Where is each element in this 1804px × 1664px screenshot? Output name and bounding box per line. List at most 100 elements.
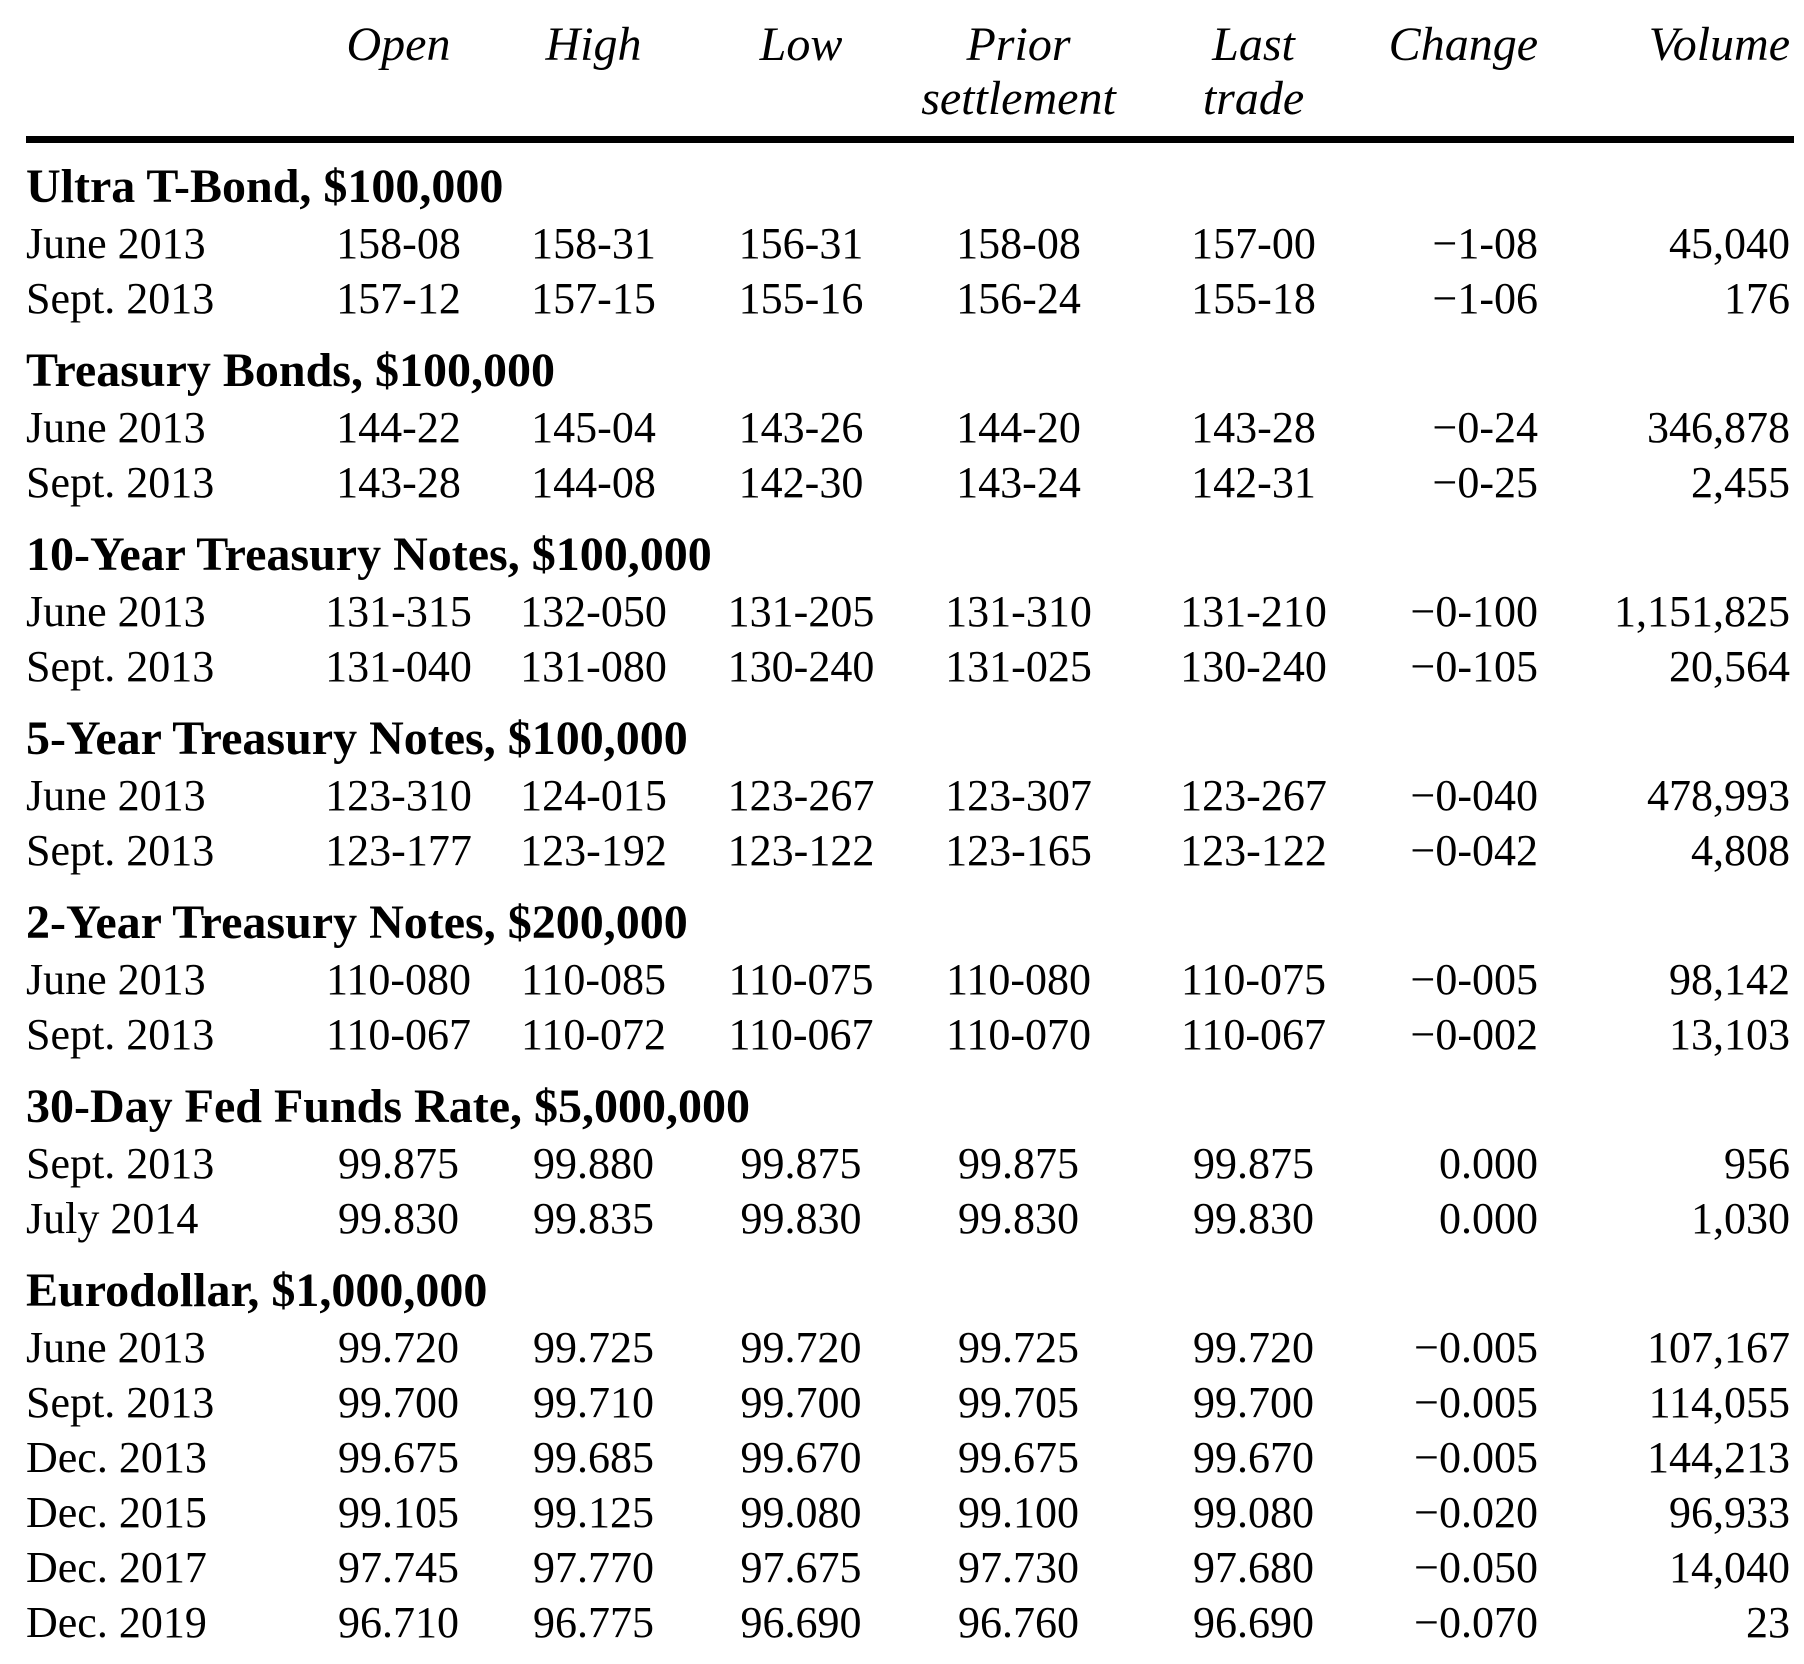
cell-prior-settlement: 110-070 <box>945 1010 1092 1059</box>
cell-change: −0.005 <box>1414 1378 1538 1427</box>
col-header-high: High <box>491 0 696 143</box>
cell-low: 130-240 <box>727 642 875 691</box>
cell-low: 99.720 <box>740 1323 862 1372</box>
cell-open: 131-040 <box>325 642 472 691</box>
cell-last-trade: 99.720 <box>1193 1323 1314 1372</box>
cell-volume: 956 <box>1724 1139 1790 1188</box>
col-header-low: Low <box>696 0 906 143</box>
cell-change: −0-100 <box>1410 587 1538 636</box>
section-title: 5-Year Treasury Notes, $100,000 <box>26 712 688 765</box>
cell-volume: 144,213 <box>1647 1433 1790 1482</box>
cell-open: 110-080 <box>325 955 472 1004</box>
cell-prior-settlement: 123-165 <box>945 826 1092 875</box>
cell-change: 0.000 <box>1439 1139 1538 1188</box>
cell-low: 123-267 <box>727 771 875 820</box>
cell-low: 131-205 <box>727 587 875 636</box>
section-header-row: 5-Year Treasury Notes, $100,000 <box>26 695 1794 769</box>
cell-open: 123-177 <box>325 826 472 875</box>
cell-prior-settlement: 99.875 <box>958 1139 1079 1188</box>
table-body: Ultra T-Bond, $100,000 June 2013 158-08 158… <box>26 140 1794 1652</box>
cell-volume: 1,030 <box>1691 1194 1790 1243</box>
cell-high: 99.835 <box>533 1194 654 1243</box>
cell-low: 143-26 <box>738 403 864 452</box>
cell-high: 132-050 <box>520 587 667 636</box>
cell-high: 123-192 <box>520 826 667 875</box>
cell-open: 143-28 <box>336 458 461 507</box>
quote-row: Sept. 2013 110-067 110-072 110-067 110-070 11… <box>26 1008 1794 1063</box>
cell-volume: 96,933 <box>1669 1488 1790 1537</box>
section-title: 2-Year Treasury Notes, $200,000 <box>26 896 688 949</box>
cell-change: −0.020 <box>1414 1488 1538 1537</box>
section-title: Ultra T-Bond, $100,000 <box>26 160 504 213</box>
cell-last-trade: 142-31 <box>1191 458 1316 507</box>
cell-volume: 478,993 <box>1647 771 1790 820</box>
cell-low: 110-075 <box>728 955 874 1004</box>
quote-row: June 2013 110-080 110-085 110-075 110-080 110… <box>26 953 1794 1008</box>
cell-contract-month: June 2013 <box>26 403 206 452</box>
quote-row: Dec. 2019 96.710 96.775 96.690 96.760 96.690 −… <box>26 1596 1794 1651</box>
cell-last-trade: 99.875 <box>1193 1139 1314 1188</box>
section-header-row: Eurodollar, $1,000,000 <box>26 1247 1794 1321</box>
cell-prior-settlement: 99.675 <box>958 1433 1079 1482</box>
cell-high: 131-080 <box>520 642 667 691</box>
cell-low: 97.675 <box>740 1543 862 1592</box>
cell-prior-settlement: 131-310 <box>945 587 1092 636</box>
cell-contract-month: June 2013 <box>26 1323 206 1372</box>
cell-last-trade: 99.700 <box>1193 1378 1314 1427</box>
quote-row: Sept. 2013 99.700 99.710 99.700 99.705 99.700… <box>26 1376 1794 1431</box>
cell-prior-settlement: 123-307 <box>945 771 1092 820</box>
cell-last-trade: 123-122 <box>1180 826 1327 875</box>
cell-high: 124-015 <box>520 771 667 820</box>
cell-prior-settlement: 99.705 <box>958 1378 1079 1427</box>
cell-open: 144-22 <box>336 403 461 452</box>
quote-row: June 2013 123-310 124-015 123-267 123-307 123… <box>26 769 1794 824</box>
cell-contract-month: Dec. 2015 <box>26 1488 207 1537</box>
cell-high: 99.125 <box>533 1488 654 1537</box>
cell-high: 99.710 <box>533 1378 654 1427</box>
quote-row: June 2013 99.720 99.725 99.720 99.725 99.720 −… <box>26 1321 1794 1376</box>
cell-contract-month: Sept. 2013 <box>26 826 215 875</box>
cell-prior-settlement: 143-24 <box>956 458 1081 507</box>
cell-volume: 107,167 <box>1647 1323 1790 1372</box>
cell-low: 99.700 <box>740 1378 862 1427</box>
section-title: 10-Year Treasury Notes, $100,000 <box>26 528 712 581</box>
cell-last-trade: 99.080 <box>1193 1488 1314 1537</box>
cell-change: −0.005 <box>1414 1433 1538 1482</box>
cell-last-trade: 123-267 <box>1180 771 1327 820</box>
cell-open: 99.875 <box>338 1139 459 1188</box>
quote-row: Dec. 2015 99.105 99.125 99.080 99.100 99.080 −… <box>26 1486 1794 1541</box>
cell-last-trade: 155-18 <box>1191 274 1316 323</box>
cell-change: −0-105 <box>1410 642 1538 691</box>
cell-change: 0.000 <box>1439 1194 1538 1243</box>
column-header-row: Open High Low Prior settlement Last trad… <box>26 0 1794 143</box>
cell-open: 96.710 <box>338 1598 459 1647</box>
col-header-contract-month <box>26 0 306 143</box>
cell-contract-month: June 2013 <box>26 219 206 268</box>
cell-open: 110-067 <box>325 1010 472 1059</box>
cell-low: 123-122 <box>727 826 875 875</box>
cell-prior-settlement: 156-24 <box>956 274 1081 323</box>
cell-open: 131-315 <box>325 587 472 636</box>
cell-volume: 23 <box>1746 1598 1790 1647</box>
section-header-row: Ultra T-Bond, $100,000 <box>26 140 1794 218</box>
cell-open: 97.745 <box>338 1543 459 1592</box>
cell-change: −0-002 <box>1410 1010 1538 1059</box>
header-line-last: Last <box>1212 18 1295 71</box>
cell-high: 99.685 <box>533 1433 654 1482</box>
cell-change: −0-005 <box>1410 955 1538 1004</box>
cell-change: −0-25 <box>1432 458 1538 507</box>
cell-high: 145-04 <box>531 403 656 452</box>
cell-change: −0.005 <box>1414 1323 1538 1372</box>
cell-open: 123-310 <box>325 771 472 820</box>
cell-contract-month: Dec. 2017 <box>26 1543 207 1592</box>
cell-contract-month: July 2014 <box>26 1194 199 1243</box>
cell-last-trade: 131-210 <box>1180 587 1327 636</box>
cell-contract-month: June 2013 <box>26 771 206 820</box>
cell-last-trade: 130-240 <box>1180 642 1327 691</box>
col-header-open: Open <box>306 0 491 143</box>
section-header-row: 10-Year Treasury Notes, $100,000 <box>26 511 1794 585</box>
quote-row: Sept. 2013 123-177 123-192 123-122 123-165 12… <box>26 824 1794 879</box>
cell-volume: 2,455 <box>1691 458 1790 507</box>
cell-volume: 176 <box>1724 274 1790 323</box>
cell-change: −0.070 <box>1414 1598 1538 1647</box>
